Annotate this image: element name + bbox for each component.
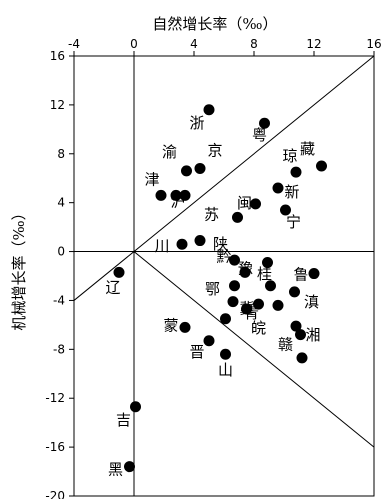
data-point (113, 266, 125, 278)
point-label: 沪 (170, 192, 185, 210)
data-point (203, 104, 215, 116)
data-point (179, 321, 191, 333)
point-label: 闽 (237, 194, 252, 212)
data-point (179, 189, 191, 201)
data-point (250, 198, 261, 210)
point-label: 赣 (278, 336, 293, 354)
point-label: 新 (284, 183, 299, 201)
data-point (203, 335, 215, 347)
data-point (155, 189, 167, 201)
y-axis-ticks: 16 12 8 4 0 -4 -8 -12 -16 -20 (45, 49, 74, 499)
data-point (290, 320, 302, 332)
y-tick-label: 12 (50, 98, 65, 112)
x-tick-label: 12 (306, 37, 321, 51)
x-tick-label: 8 (250, 37, 258, 51)
y-tick-label: -4 (53, 293, 65, 307)
data-point (241, 303, 252, 315)
data-point (229, 254, 240, 266)
point-label: 黔 (216, 248, 231, 266)
data-point (259, 117, 270, 129)
data-point (308, 268, 320, 280)
y-tick-label: -20 (45, 489, 65, 499)
y-tick-label: 16 (50, 49, 65, 63)
x-axis-ticks: -4 0 4 8 12 16 (68, 37, 382, 56)
data-point (130, 401, 141, 413)
x-tick-label: -4 (68, 37, 80, 51)
data-point (124, 461, 135, 473)
point-label: 黑 (108, 461, 123, 479)
point-label: 吉 (116, 411, 131, 429)
data-point (176, 238, 188, 250)
y-tick-label: 8 (57, 147, 65, 161)
data-point (194, 235, 206, 247)
point-label: 鲁 (293, 266, 308, 284)
data-point (296, 352, 308, 364)
data-point (289, 286, 300, 298)
x-tick-label: 16 (366, 37, 381, 51)
point-label: 辽 (105, 278, 120, 296)
point-label: 苏 (204, 205, 219, 223)
point-label: 藏 (300, 140, 315, 158)
data-point (229, 280, 240, 292)
data-point (290, 166, 302, 178)
y-tick-label: -8 (53, 342, 65, 356)
point-label: 滇 (304, 293, 319, 311)
data-point (239, 266, 251, 278)
plot-area (73, 55, 375, 497)
point-label: 晋 (189, 343, 204, 361)
point-label: 皖 (251, 319, 266, 337)
point-label: 桂 (257, 265, 272, 283)
point-label: 渝 (162, 143, 177, 161)
point-label: 湘 (305, 326, 320, 344)
point-label: 粤 (252, 126, 267, 144)
data-point (170, 189, 182, 201)
point-label: 蒙 (163, 316, 178, 334)
plot-frame (73, 55, 375, 497)
point-label: 琼 (282, 147, 297, 165)
y-tick-label: 0 (57, 245, 65, 259)
data-point (194, 162, 206, 174)
y-tick-label: -12 (45, 391, 65, 405)
point-label: 京 (207, 141, 222, 159)
data-point (253, 298, 264, 310)
x-tick-label: 4 (190, 37, 198, 51)
point-label: 冀 (239, 300, 254, 318)
data-points (113, 104, 327, 473)
point-label: 浙 (189, 114, 204, 132)
data-point (232, 211, 243, 223)
point-label: 宁 (286, 213, 301, 231)
x-tick-label: 0 (130, 37, 138, 51)
data-point (272, 182, 284, 194)
data-point (295, 329, 306, 341)
y-tick-label: 4 (57, 196, 65, 210)
diagonal-down-line (133, 251, 375, 448)
point-label: 陕 (213, 235, 228, 253)
data-point (220, 348, 231, 360)
x-axis-title: 自然增长率（‰） (152, 15, 277, 33)
point-label: 川 (154, 237, 169, 255)
point-label: 山 (218, 361, 233, 379)
diagonal-up-line (73, 55, 375, 301)
data-point (220, 313, 231, 325)
data-point (316, 160, 327, 172)
data-point (181, 165, 192, 177)
point-label: 鄂 (205, 280, 220, 298)
y-axis-title: 机械增长率（‰） (10, 205, 28, 330)
point-label: 津 (144, 170, 159, 188)
point-label: 豫 (238, 260, 253, 278)
data-point (227, 296, 239, 308)
data-point (272, 299, 284, 311)
data-point (262, 257, 273, 269)
data-point (265, 280, 276, 292)
y-tick-label: -16 (45, 440, 65, 454)
point-label: 青 (244, 304, 259, 322)
data-point (280, 204, 291, 216)
reference-lines (73, 55, 375, 496)
